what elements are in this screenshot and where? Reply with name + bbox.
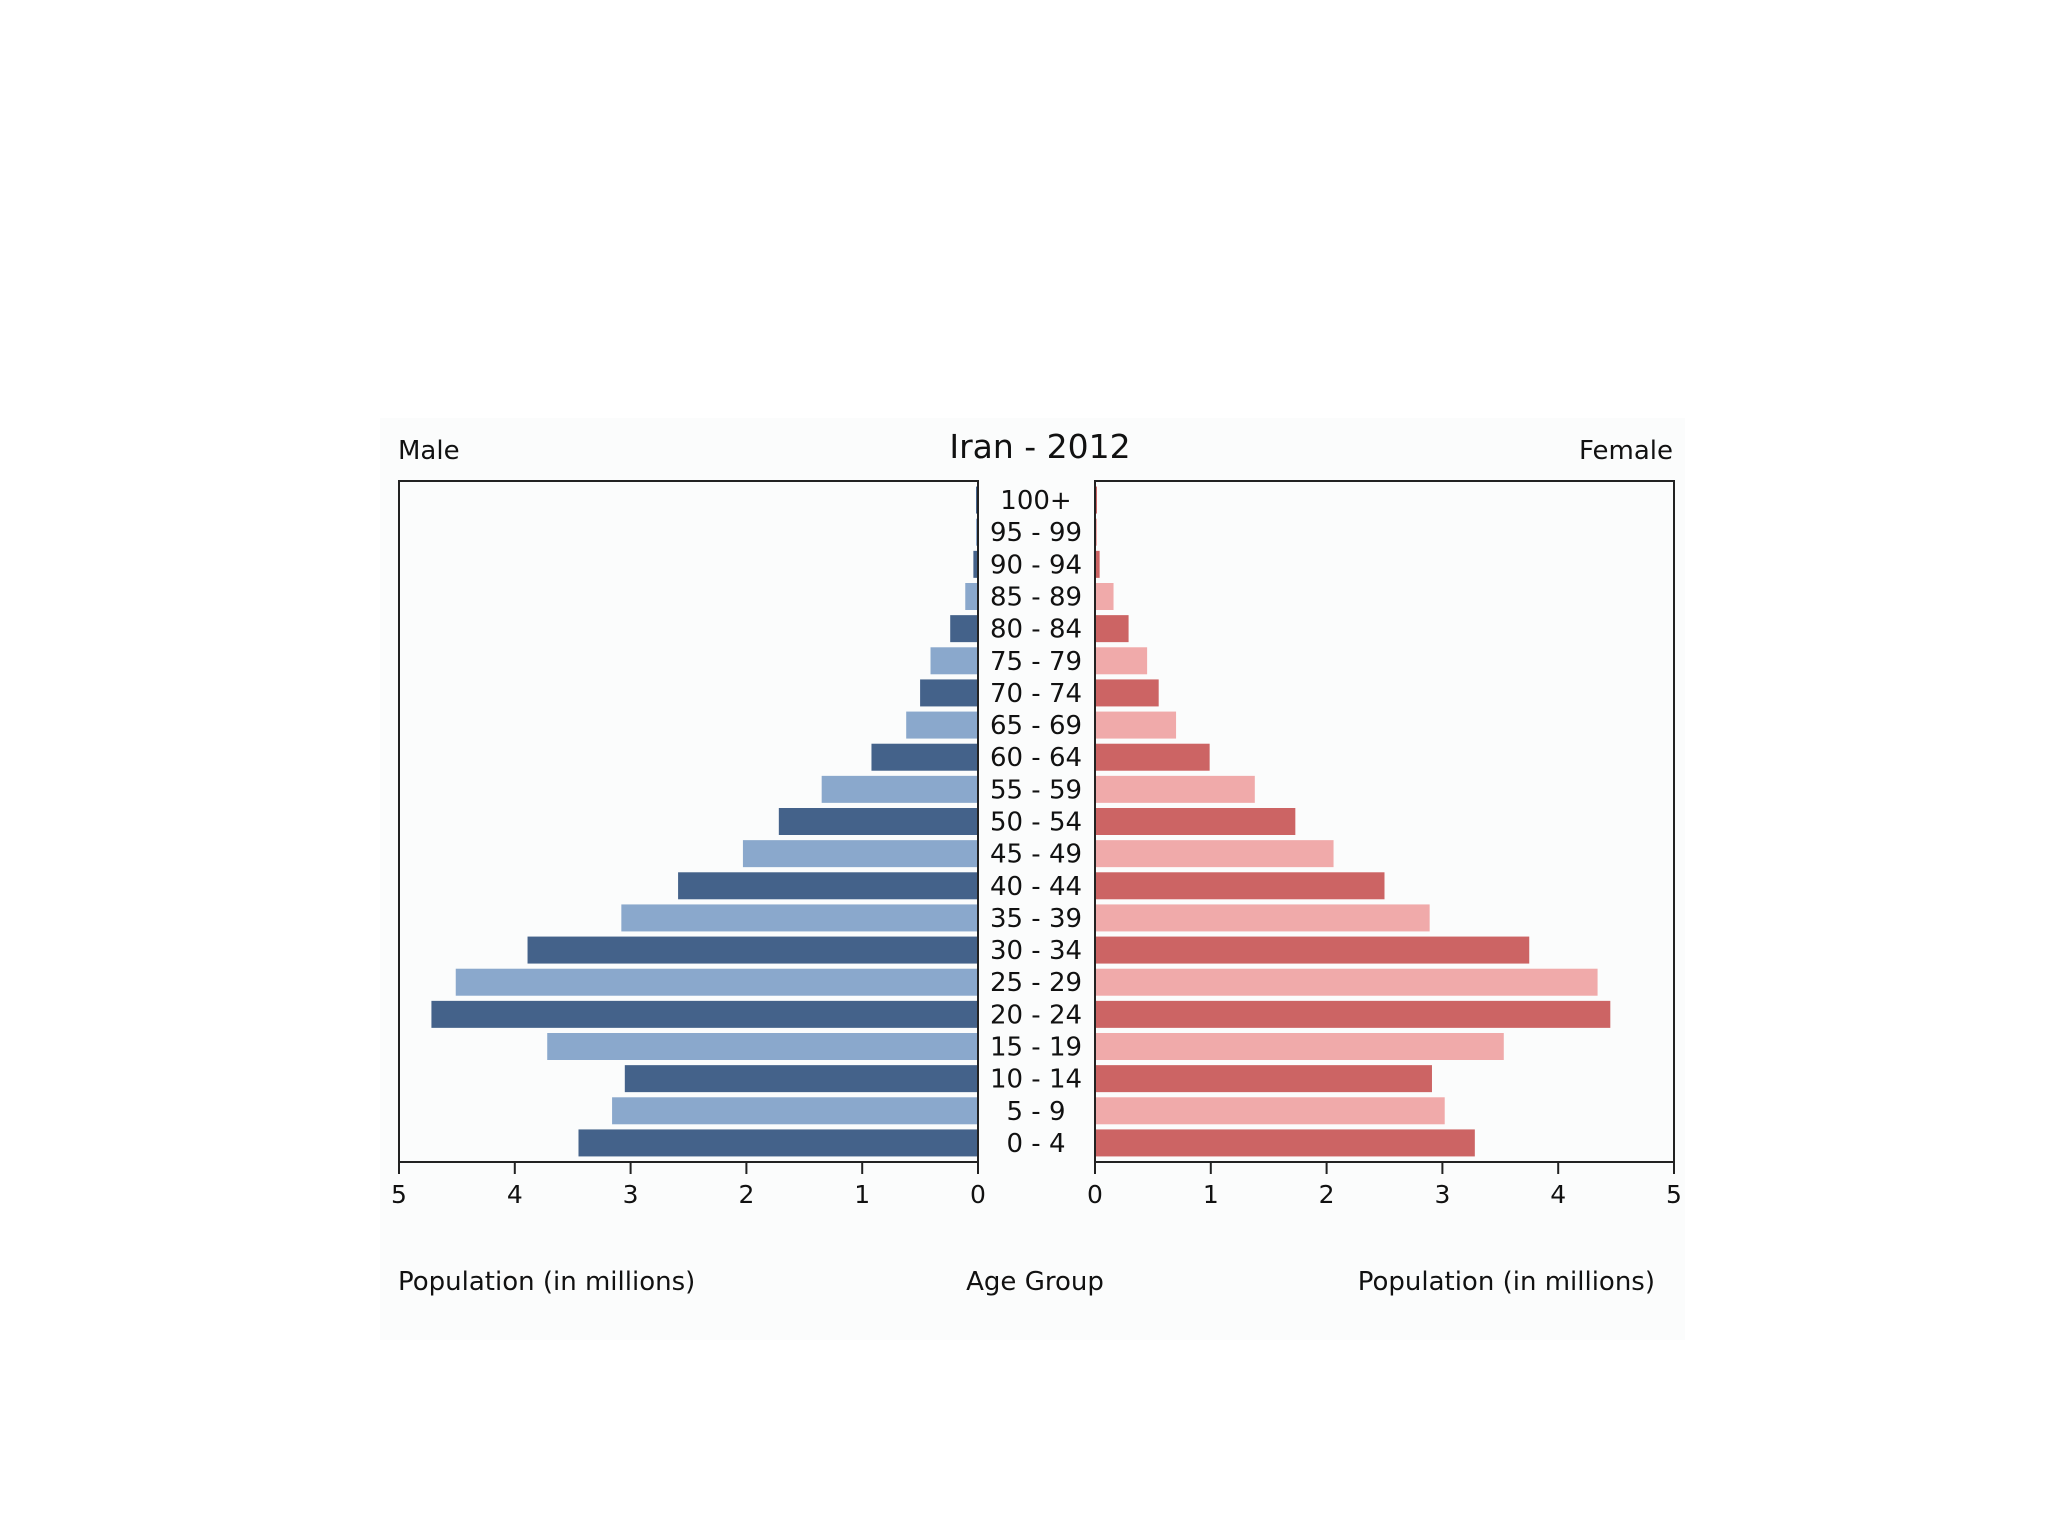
female-bar [1095,904,1430,932]
male-plot-frame [398,480,979,1163]
age-group-label: 80 - 84 [990,615,1082,645]
age-group-label: 35 - 39 [990,904,1082,934]
female-bar [1095,968,1598,996]
male-bar [547,1033,978,1060]
female-bar [1095,679,1159,707]
age-group-label: 45 - 49 [990,840,1082,870]
age-group-label: 55 - 59 [990,775,1082,805]
female-bar [1095,647,1148,675]
age-group-label: 65 - 69 [990,711,1082,741]
male-bar [624,1065,978,1093]
female-bar [1095,1000,1611,1028]
male-x-tick-label: 2 [738,1180,754,1209]
female-x-tick-label: 2 [1319,1180,1335,1209]
female-x-axis: 0 1 2 3 4 5 [1087,1162,1682,1209]
age-group-label: 85 - 89 [990,583,1082,613]
female-bar [1095,1097,1445,1125]
male-bar [778,808,978,835]
male-bar [621,904,978,932]
male-x-tick-label: 3 [623,1180,639,1209]
age-group-label: 40 - 44 [990,872,1082,902]
age-group-axis-title: Age Group [966,1267,1104,1297]
age-group-label: 0 - 4 [1007,1129,1066,1159]
age-group-label: 10 - 14 [990,1065,1082,1095]
female-x-tick-label: 0 [1087,1180,1103,1209]
male-x-tick-label: 5 [391,1180,407,1209]
female-bar [1095,711,1177,739]
male-bar [678,872,978,900]
male-x-tick-label: 0 [970,1180,986,1209]
female-label: Female [1579,436,1673,466]
male-bar [578,1129,978,1157]
female-bar [1095,775,1255,803]
female-plot-frame [1094,480,1675,1163]
male-x-axis: 0 1 2 3 4 5 [391,1162,986,1209]
male-bar [920,679,978,707]
age-group-label: 75 - 79 [990,647,1082,677]
age-group-label: 90 - 94 [990,550,1082,580]
male-bar [871,743,978,771]
chart-background [380,418,1685,1340]
age-group-label: 50 - 54 [990,808,1082,838]
age-group-label: 20 - 24 [990,1000,1082,1030]
female-x-tick-label: 1 [1203,1180,1219,1209]
age-group-label: 60 - 64 [990,743,1082,773]
age-group-label: 25 - 29 [990,968,1082,998]
female-bar [1095,808,1296,835]
female-bar [1095,615,1129,643]
age-group-label: 30 - 34 [990,936,1082,966]
male-x-tick-label: 4 [507,1180,523,1209]
female-bar [1095,1129,1475,1157]
female-bar [1095,743,1210,771]
male-x-tick-label: 1 [854,1180,870,1209]
female-x-axis-title: Population (in millions) [1358,1267,1655,1297]
male-label: Male [398,436,460,466]
male-x-axis-title: Population (in millions) [398,1267,695,1297]
female-bars [1095,486,1611,1157]
female-bar [1095,583,1114,610]
male-bar [527,936,978,964]
age-group-label: 95 - 99 [990,518,1082,548]
female-bar [1095,936,1530,964]
chart-title: Iran - 2012 [949,427,1130,466]
female-x-tick-label: 4 [1550,1180,1566,1209]
female-x-tick-label: 5 [1666,1180,1682,1209]
male-bar [930,647,978,675]
male-bar [612,1097,978,1125]
male-bar [973,550,978,578]
age-group-label: 15 - 19 [990,1033,1082,1063]
age-group-label: 70 - 74 [990,679,1082,709]
female-bar [1095,872,1385,900]
male-bar [965,583,978,610]
age-group-label: 100+ [1000,486,1071,516]
male-bar [431,1000,978,1028]
age-group-label: 5 - 9 [1007,1097,1066,1127]
male-bar [455,968,978,996]
male-bar [950,615,978,643]
female-bar [1095,840,1334,868]
female-x-tick-label: 3 [1434,1180,1450,1209]
female-bar [1095,1033,1504,1060]
male-bar [821,775,978,803]
male-bar [906,711,978,739]
male-bars [431,486,978,1157]
male-bar [742,840,978,868]
female-bar [1095,1065,1432,1093]
female-bar [1095,550,1100,578]
